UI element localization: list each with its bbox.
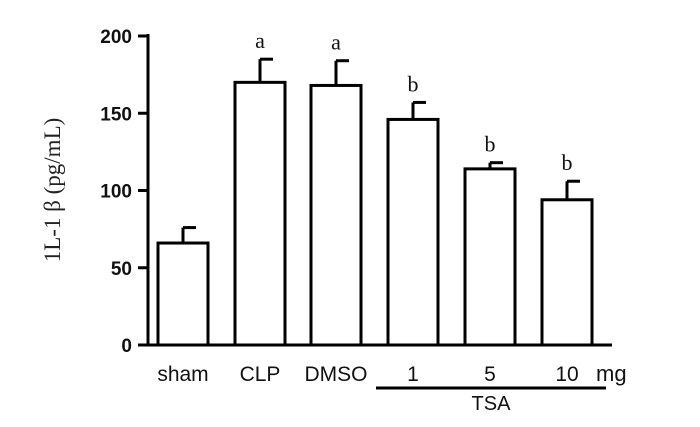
tsa-group-label: TSA: [472, 393, 512, 415]
y-tick-label-3: 150: [100, 104, 132, 125]
bar-sham: [156, 241, 210, 347]
significance-5: b: [485, 132, 496, 157]
significance-CLP: a: [255, 28, 265, 53]
unit-label: mg: [596, 361, 627, 386]
x-label-5: 5: [484, 363, 496, 386]
y-tick-label-2: 100: [100, 182, 132, 203]
x-label-1: 1: [407, 363, 419, 386]
significance-10: b: [562, 150, 573, 175]
significance-DMSO: a: [331, 30, 341, 55]
category-labels: sham CLP DMSO 1 5 10: [157, 363, 578, 386]
bar-5: [463, 167, 517, 347]
x-label-10: 10: [555, 363, 578, 386]
x-label-sham: sham: [157, 363, 208, 386]
y-ticks: 0 50 100 150 200: [100, 27, 148, 357]
bar-10: [540, 198, 594, 347]
y-tick-label-4: 200: [100, 27, 132, 48]
bar-CLP: [233, 80, 287, 347]
bar-DMSO: [309, 83, 363, 347]
x-label-DMSO: DMSO: [305, 363, 368, 386]
bar-1: [386, 117, 440, 347]
x-label-CLP: CLP: [240, 363, 281, 386]
y-tick-label-0: 0: [121, 336, 132, 357]
y-tick-label-1: 50: [111, 259, 132, 280]
y-axis-label: 1L-1 β (pg/mL): [40, 118, 65, 263]
bars: a a b b b: [156, 28, 594, 347]
significance-1: b: [408, 71, 419, 96]
